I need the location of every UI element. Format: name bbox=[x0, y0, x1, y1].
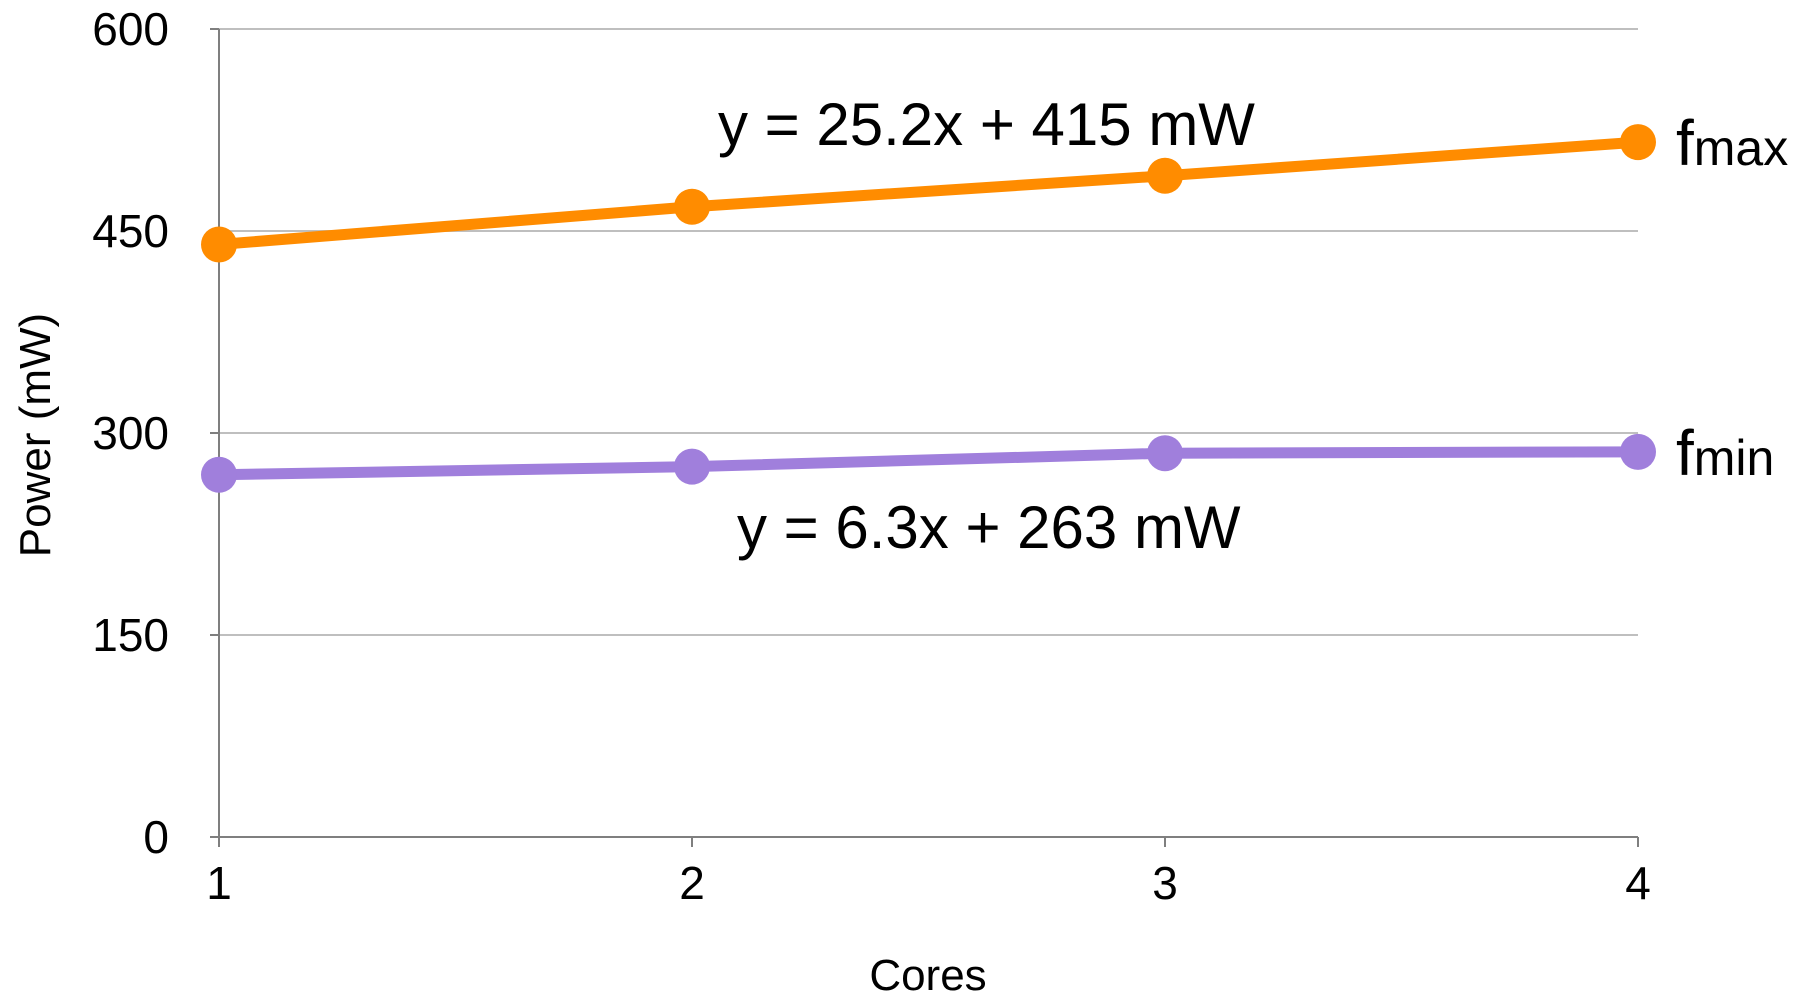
fmin-series-label: fmin bbox=[1676, 417, 1774, 489]
fmin-point-4 bbox=[1620, 433, 1656, 470]
fmin-label-sub: min bbox=[1694, 430, 1775, 486]
y-tick-layer: 0 150 300 450 600 bbox=[92, 3, 219, 863]
y-axis-title: Power (mW) bbox=[11, 313, 60, 557]
y-tick-label-150: 150 bbox=[92, 609, 169, 661]
fmax-label-main: f bbox=[1676, 107, 1694, 179]
fmin-point-1 bbox=[201, 456, 237, 493]
fmax-point-2 bbox=[674, 188, 710, 225]
y-tick-label-450: 450 bbox=[92, 205, 169, 257]
fmax-equation-annotation: y = 25.2x + 415 mW bbox=[718, 91, 1255, 158]
fmax-point-3 bbox=[1147, 157, 1183, 194]
fmax-series-line bbox=[213, 136, 1644, 250]
fmin-point-3 bbox=[1147, 435, 1183, 472]
series-layer bbox=[201, 124, 1656, 493]
fmax-label-sub: max bbox=[1694, 120, 1788, 176]
fmax-series-label: fmax bbox=[1676, 107, 1788, 179]
x-tick-label-2: 2 bbox=[679, 857, 705, 909]
x-tick-layer: 1 2 3 4 bbox=[206, 837, 1651, 909]
x-axis-title: Cores bbox=[869, 951, 986, 997]
fmin-equation-annotation: y = 6.3x + 263 mW bbox=[737, 494, 1241, 561]
fmin-point-2 bbox=[674, 448, 710, 485]
y-tick-label-600: 600 bbox=[92, 3, 169, 55]
y-tick-label-300: 300 bbox=[92, 407, 169, 459]
x-tick-label-4: 4 bbox=[1625, 857, 1651, 909]
y-tick-label-0: 0 bbox=[143, 811, 169, 863]
fmin-label-main: f bbox=[1676, 417, 1694, 489]
series-label-layer: fmax fmin bbox=[1676, 107, 1788, 489]
x-tick-label-1: 1 bbox=[206, 857, 232, 909]
fmax-point-1 bbox=[201, 226, 237, 263]
x-tick-label-3: 3 bbox=[1152, 857, 1178, 909]
annotation-layer: y = 25.2x + 415 mW y = 6.3x + 263 mW bbox=[718, 91, 1255, 561]
fmax-point-4 bbox=[1620, 124, 1656, 161]
fmin-series-line bbox=[213, 446, 1644, 481]
